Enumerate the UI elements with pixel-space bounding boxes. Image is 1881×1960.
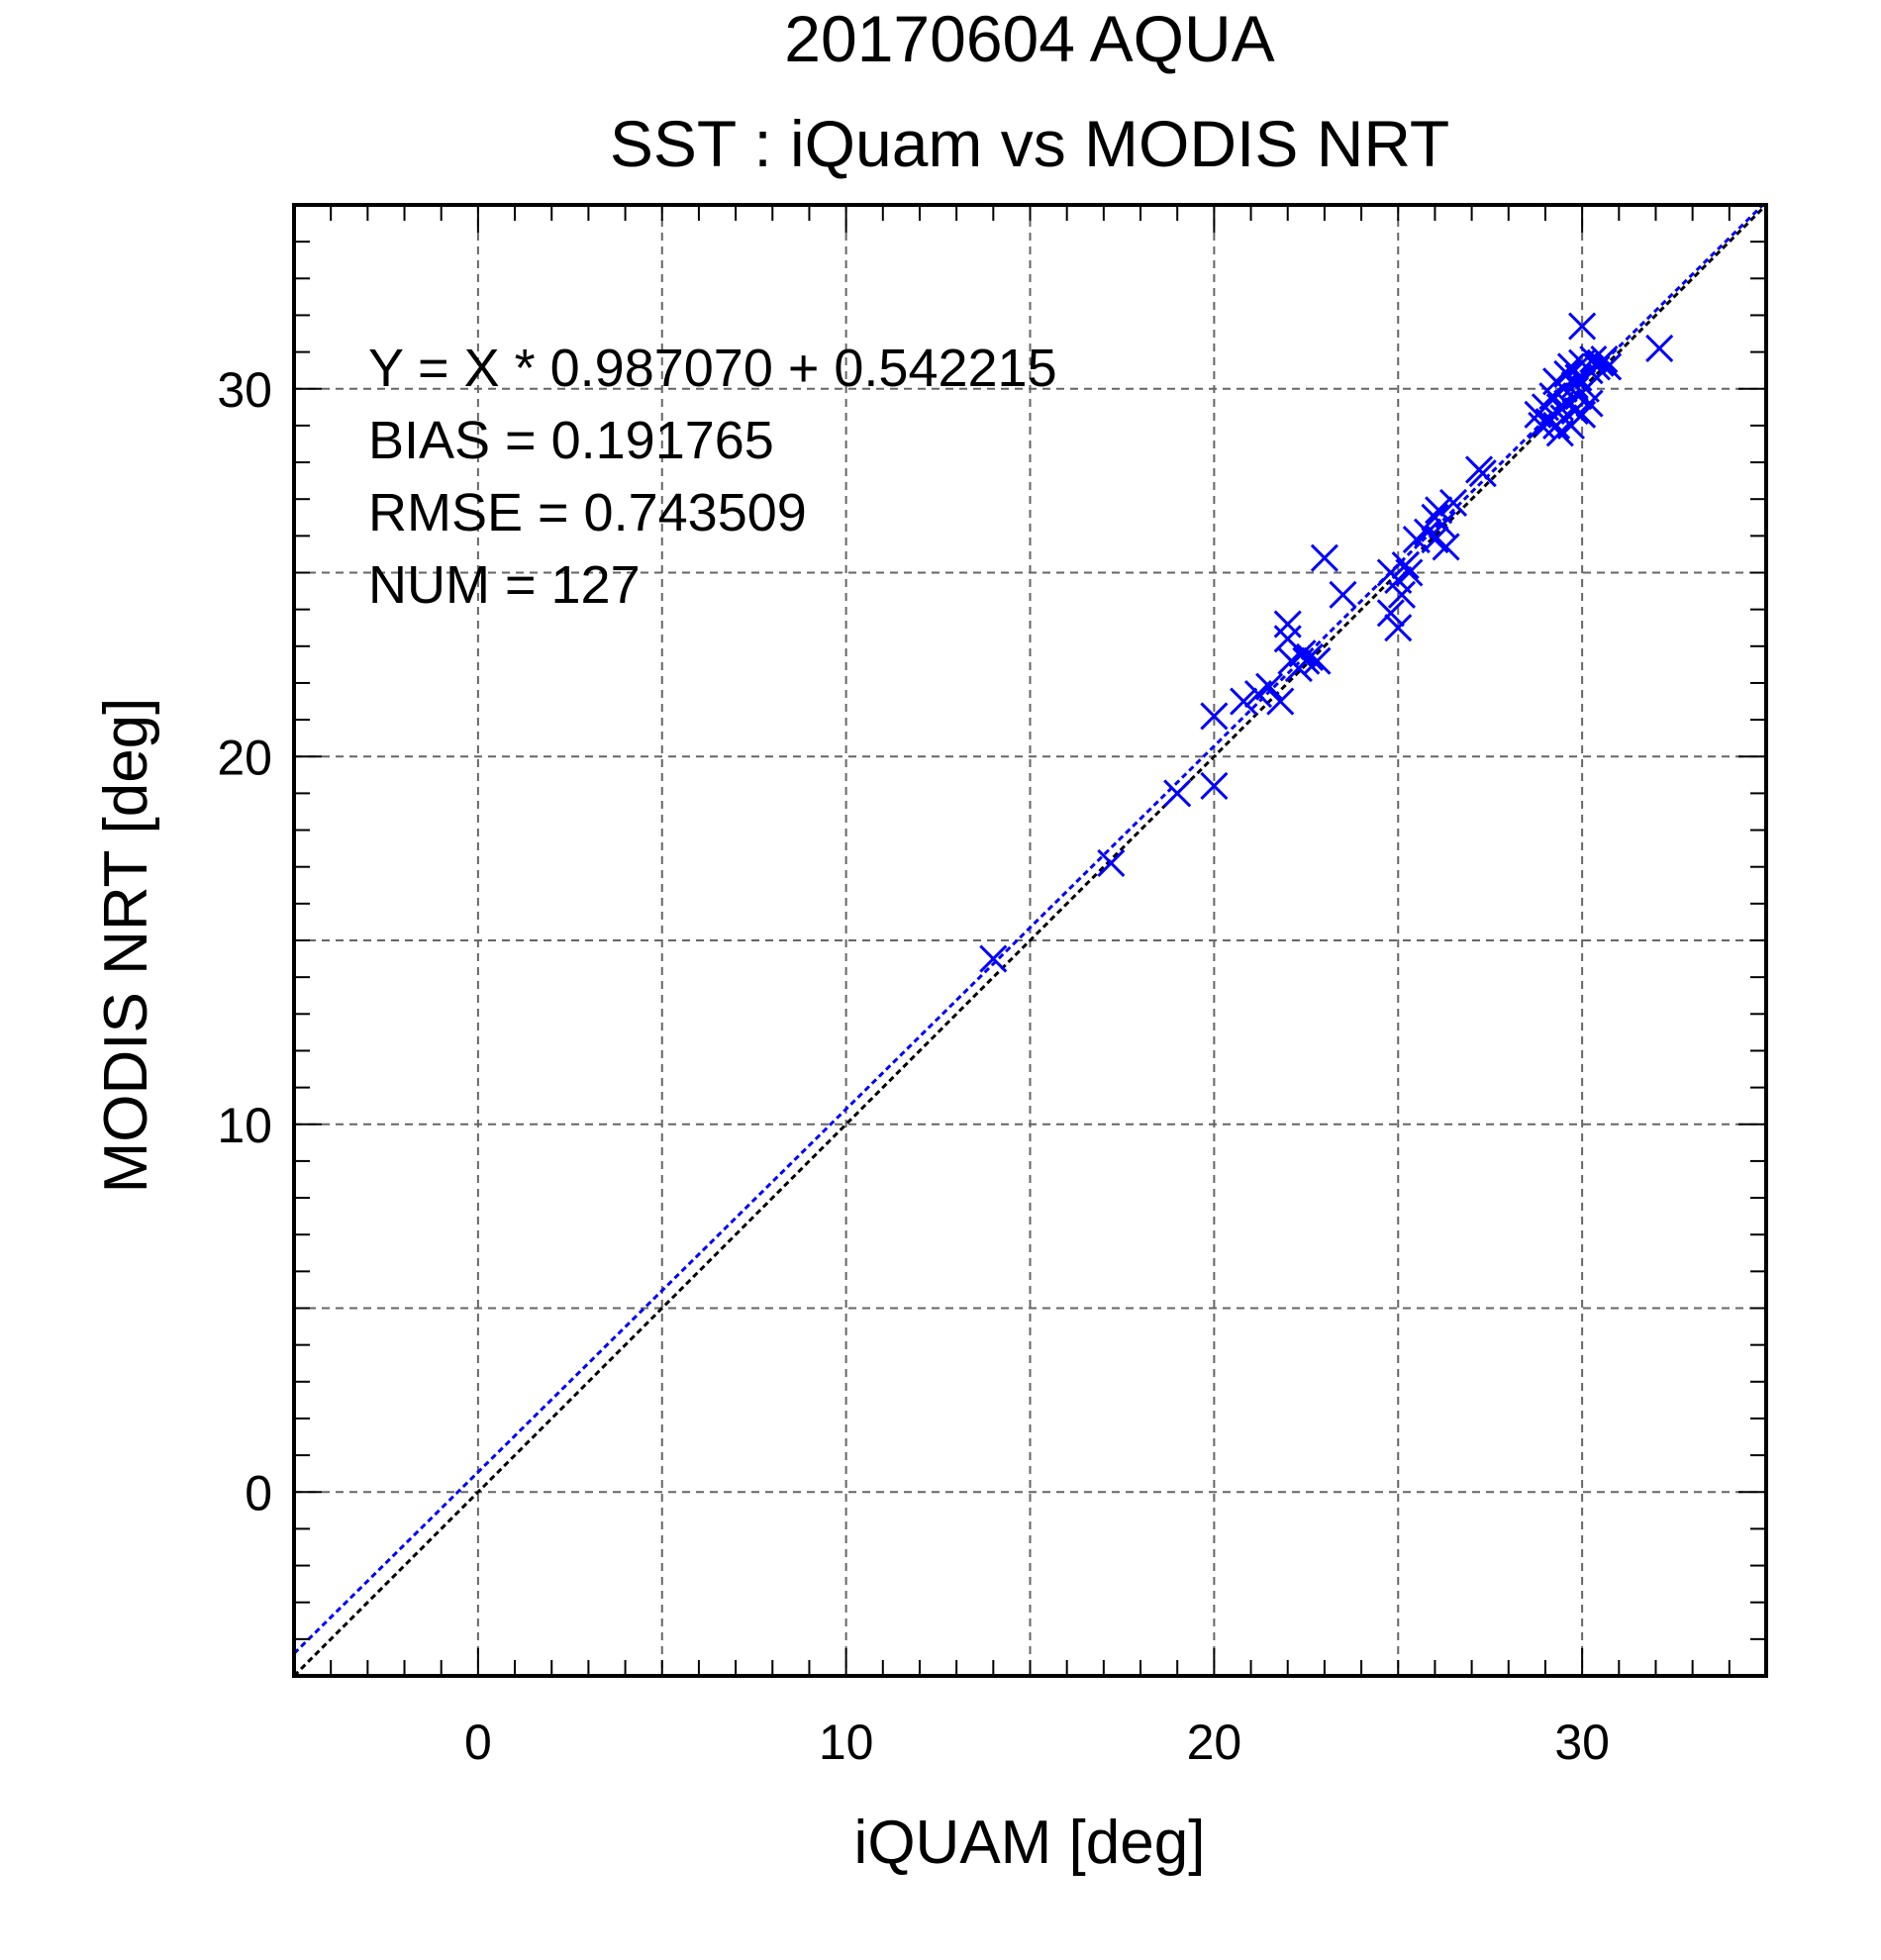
data-point	[1097, 848, 1126, 878]
data-point-stroke	[1545, 393, 1574, 422]
data-point-stroke	[1163, 779, 1192, 808]
data-point	[1266, 687, 1295, 716]
data-point-stroke	[1425, 496, 1453, 525]
data-point-stroke	[1273, 610, 1302, 638]
stats-line: Y = X * 0.987070 + 0.542215	[368, 339, 1057, 398]
stats-line: RMSE = 0.743509	[368, 483, 807, 542]
data-point-stroke	[1553, 359, 1582, 388]
data-point-stroke	[1273, 625, 1302, 653]
data-point-stroke	[1266, 687, 1295, 716]
data-point	[979, 944, 1008, 973]
data-point	[1303, 646, 1332, 675]
data-point	[1438, 488, 1468, 517]
y-tick-label: 10	[217, 1098, 272, 1153]
data-point	[1310, 543, 1338, 572]
data-point-stroke	[1590, 344, 1619, 374]
data-point-stroke	[1376, 599, 1405, 628]
data-point	[1200, 702, 1229, 731]
data-point-stroke	[1645, 334, 1674, 362]
data-point-stroke	[1432, 533, 1460, 561]
data-point	[1255, 672, 1284, 701]
data-point	[1468, 459, 1497, 488]
data-point-stroke	[979, 944, 1008, 973]
data-point-stroke	[1428, 511, 1456, 539]
data-point	[1391, 551, 1420, 580]
data-point-stroke	[1438, 488, 1468, 517]
data-point-stroke	[1384, 614, 1413, 642]
y-tick-label: 20	[217, 730, 272, 785]
data-point	[1163, 779, 1192, 808]
data-point-stroke	[1329, 580, 1357, 609]
x-tick-label: 0	[464, 1715, 492, 1770]
data-point-stroke	[1575, 389, 1604, 418]
data-point	[1329, 580, 1357, 609]
x-tick-label: 30	[1554, 1715, 1610, 1770]
data-point	[1428, 511, 1456, 539]
x-tick-label: 20	[1187, 1715, 1242, 1770]
data-point	[1590, 344, 1619, 374]
data-point-stroke	[1468, 459, 1497, 488]
regression-line	[292, 203, 1764, 1655]
data-point-stroke	[1230, 687, 1258, 716]
data-point-stroke	[1568, 312, 1597, 341]
stats-line: NUM = 127	[368, 555, 641, 615]
data-point	[1376, 599, 1405, 628]
y-tick-label: 30	[217, 362, 272, 418]
chart-title: 20170604 AQUA	[784, 2, 1274, 75]
data-point-stroke	[1556, 352, 1586, 381]
data-point	[1230, 687, 1258, 716]
data-point	[1432, 533, 1460, 561]
data-point	[1295, 642, 1325, 672]
data-point-stroke	[1395, 558, 1424, 587]
data-point-stroke	[1200, 771, 1229, 801]
x-axis-label: iQUAM [deg]	[854, 1809, 1206, 1877]
data-point-stroke	[1310, 543, 1338, 572]
data-point-stroke	[1421, 526, 1449, 554]
data-point-stroke	[1391, 551, 1420, 580]
identity-line	[292, 203, 1768, 1678]
data-point	[1395, 558, 1424, 587]
data-point	[1568, 312, 1597, 341]
data-point-stroke	[1387, 580, 1417, 609]
y-axis-label: MODIS NRT [deg]	[92, 698, 160, 1194]
x-tick-label: 10	[819, 1715, 874, 1770]
data-point	[1645, 334, 1674, 362]
data-point-stroke	[1097, 848, 1126, 878]
data-point	[1200, 771, 1229, 801]
data-point-stroke	[1295, 642, 1325, 672]
reference-lines	[292, 203, 1768, 1678]
data-point	[1579, 344, 1608, 374]
data-point	[1594, 352, 1623, 381]
tick-labels: 0 0 10 10 20 20 30 30	[217, 362, 1610, 1770]
chart-subtitle: SST : iQuam vs MODIS NRT	[610, 107, 1449, 180]
data-point-stroke	[1303, 646, 1332, 675]
data-point-stroke	[1288, 639, 1317, 668]
data-point-stroke	[1200, 702, 1229, 731]
data-point-stroke	[1579, 344, 1608, 374]
data-point-stroke	[1571, 374, 1600, 403]
data-point	[1575, 389, 1604, 418]
data-point-stroke	[1594, 352, 1623, 381]
plot-frame	[292, 203, 1768, 1678]
y-tick-label: 0	[245, 1465, 272, 1520]
data-points	[979, 312, 1674, 973]
stats-line: BIAS = 0.191765	[368, 411, 774, 470]
data-point-stroke	[1255, 672, 1284, 701]
data-point	[1384, 614, 1413, 642]
stats-box: Y = X * 0.987070 + 0.542215 BIAS = 0.1917…	[368, 339, 1057, 615]
data-point	[1273, 610, 1302, 638]
data-point	[1288, 639, 1317, 668]
